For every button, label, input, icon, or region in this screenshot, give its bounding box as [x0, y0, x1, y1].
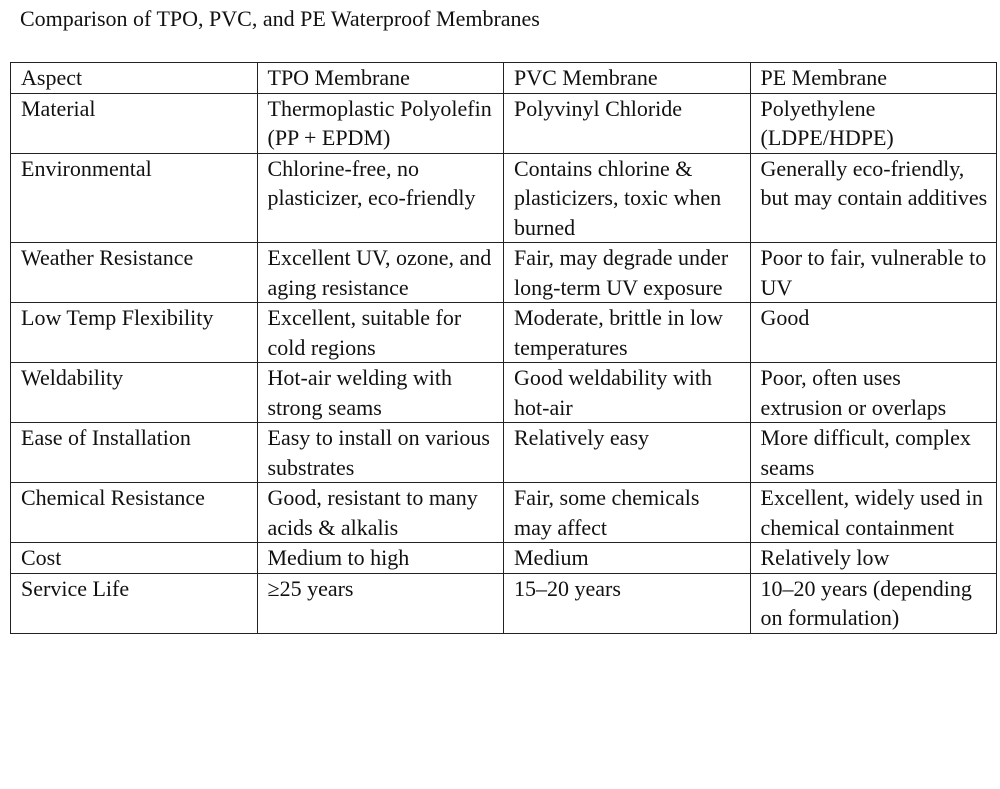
table-row: Low Temp Flexibility Excellent, suitable …: [10, 302, 997, 363]
table-row: Cost Medium to high Medium Relatively low: [10, 542, 997, 574]
value-cell: Excellent UV, ozone, and aging resistanc…: [256, 242, 504, 303]
value-cell: 10–20 years (depending on formulation): [749, 572, 997, 634]
value-cell: Moderate, brittle in low temperatures: [503, 302, 751, 363]
header-cell: TPO Membrane: [256, 62, 504, 94]
value-cell: Chlorine-free, no plasticizer, eco-frien…: [256, 152, 504, 243]
value-cell: Fair, may degrade under long-term UV exp…: [503, 242, 751, 303]
aspect-cell: Material: [10, 92, 258, 154]
value-cell: Hot-air welding with strong seams: [256, 362, 504, 423]
value-cell: Good, resistant to many acids & alkalis: [256, 482, 504, 543]
header-cell: PE Membrane: [749, 62, 997, 94]
aspect-cell: Service Life: [10, 572, 258, 634]
value-cell: Excellent, widely used in chemical conta…: [749, 482, 997, 543]
table-row: Service Life ≥25 years 15–20 years 10–20 ye…: [10, 572, 997, 634]
table-row: Environmental Chlorine-free, no plasticiz…: [10, 152, 997, 243]
header-cell: Aspect: [10, 62, 258, 94]
value-cell: Polyethylene (LDPE/HDPE): [749, 92, 997, 154]
header-row: Aspect TPO Membrane PVC Membrane PE Membran…: [10, 62, 997, 94]
value-cell: Poor to fair, vulnerable to UV: [749, 242, 997, 303]
comparison-table: Aspect TPO Membrane PVC Membrane PE Membran…: [10, 62, 997, 634]
aspect-cell: Chemical Resistance: [10, 482, 258, 543]
value-cell: Thermoplastic Polyolefin (PP + EPDM): [256, 92, 504, 154]
aspect-cell: Low Temp Flexibility: [10, 302, 258, 363]
aspect-cell: Cost: [10, 542, 258, 574]
aspect-cell: Weldability: [10, 362, 258, 423]
value-cell: Contains chlorine & plasticizers, toxic …: [503, 152, 751, 243]
header-cell: PVC Membrane: [503, 62, 751, 94]
table-row: Weldability Hot-air welding with strong s…: [10, 362, 997, 423]
value-cell: Good weldability with hot-air: [503, 362, 751, 423]
value-cell: 15–20 years: [503, 572, 751, 634]
value-cell: Poor, often uses extrusion or overlaps: [749, 362, 997, 423]
value-cell: Generally eco-friendly, but may contain …: [749, 152, 997, 243]
value-cell: ≥25 years: [256, 572, 504, 634]
value-cell: Polyvinyl Chloride: [503, 92, 751, 154]
value-cell: Excellent, suitable for cold regions: [256, 302, 504, 363]
aspect-cell: Ease of Installation: [10, 422, 258, 483]
value-cell: Medium: [503, 542, 751, 574]
value-cell: Easy to install on various substrates: [256, 422, 504, 483]
table-row: Material Thermoplastic Polyolefin (PP + E…: [10, 92, 997, 154]
value-cell: Relatively low: [749, 542, 997, 574]
value-cell: More difficult, complex seams: [749, 422, 997, 483]
table-row: Ease of Installation Easy to install on v…: [10, 422, 997, 483]
value-cell: Good: [749, 302, 997, 363]
doc-title: Comparison of TPO, PVC, and PE Waterproo…: [20, 6, 540, 31]
value-cell: Fair, some chemicals may affect: [503, 482, 751, 543]
table-row: Chemical Resistance Good, resistant to ma…: [10, 482, 997, 543]
aspect-cell: Environmental: [10, 152, 258, 243]
value-cell: Medium to high: [256, 542, 504, 574]
aspect-cell: Weather Resistance: [10, 242, 258, 303]
table-row: Weather Resistance Excellent UV, ozone, a…: [10, 242, 997, 303]
value-cell: Relatively easy: [503, 422, 751, 483]
